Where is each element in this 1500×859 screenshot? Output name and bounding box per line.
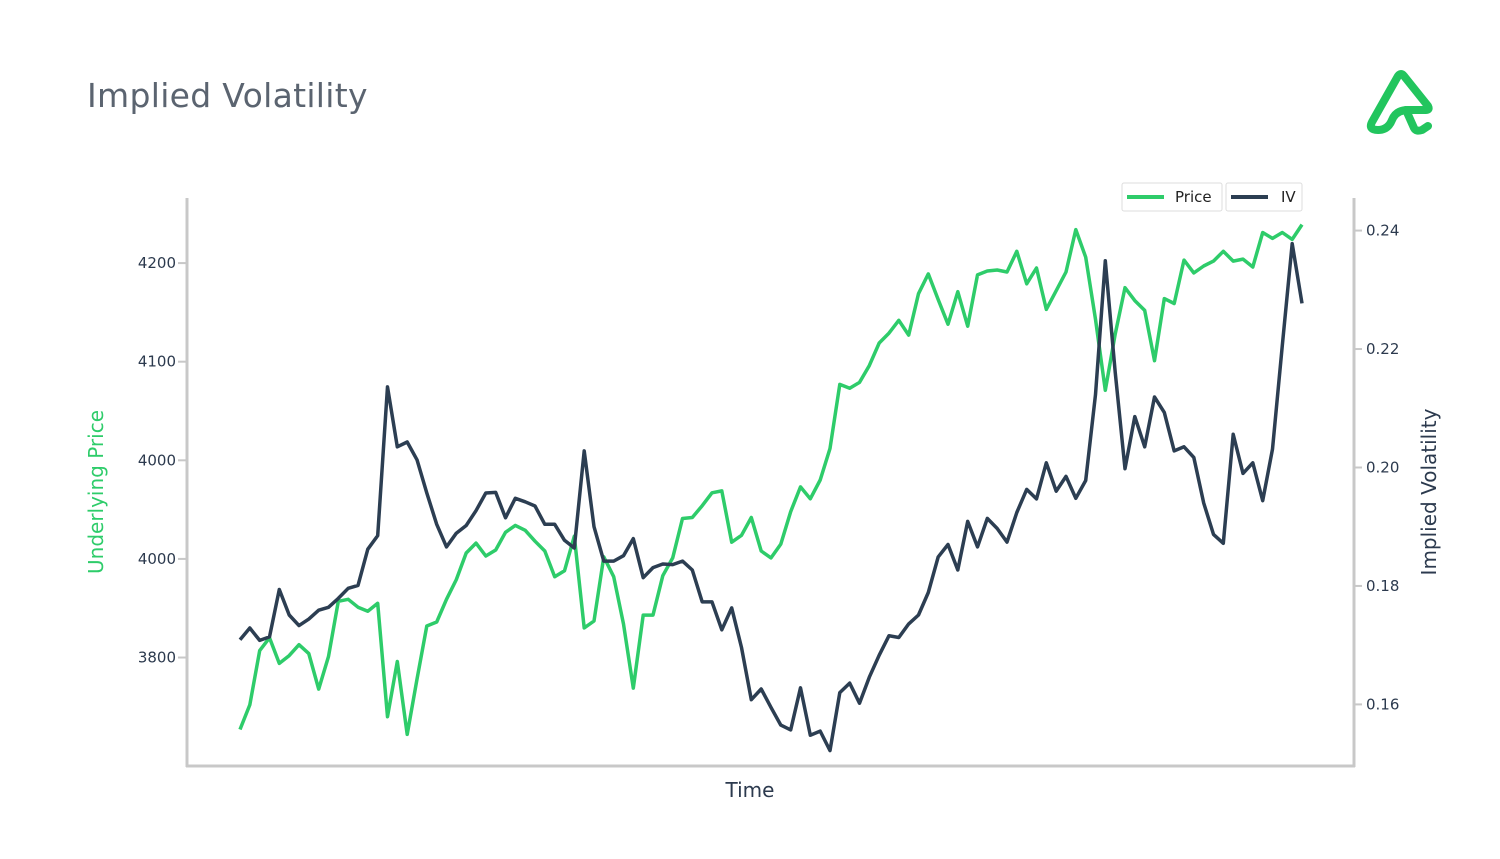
right-tick-label: 0.16 — [1366, 695, 1399, 713]
legend-item-price[interactable] — [1121, 182, 1223, 212]
brand-logo-icon — [1366, 70, 1433, 135]
legend: Price IV — [1121, 182, 1303, 212]
right-tick-label: 0.24 — [1366, 222, 1399, 240]
legend-iv-label: IV — [1281, 188, 1296, 206]
left-tick-label: 4000 — [138, 451, 176, 469]
right-tick-label: 0.22 — [1366, 340, 1399, 358]
page-title: Implied Volatility — [87, 76, 368, 115]
x-axis-label: Time — [725, 778, 775, 802]
left-axis-label: Underlying Price — [84, 410, 108, 574]
left-tick-label: 3800 — [138, 649, 176, 667]
series-line-iv — [238, 241, 1304, 753]
left-tick-label: 4100 — [138, 353, 176, 371]
right-axis-label: Implied Volatility — [1417, 408, 1441, 575]
left-tick-label: 4200 — [138, 254, 176, 272]
axes — [185, 198, 1356, 768]
right-tick-label: 0.20 — [1366, 458, 1399, 476]
right-tick-label: 0.18 — [1366, 577, 1399, 595]
series-line-price — [238, 223, 1304, 737]
left-tick-label: 4000 — [138, 550, 176, 568]
legend-price-label: Price — [1175, 188, 1212, 206]
